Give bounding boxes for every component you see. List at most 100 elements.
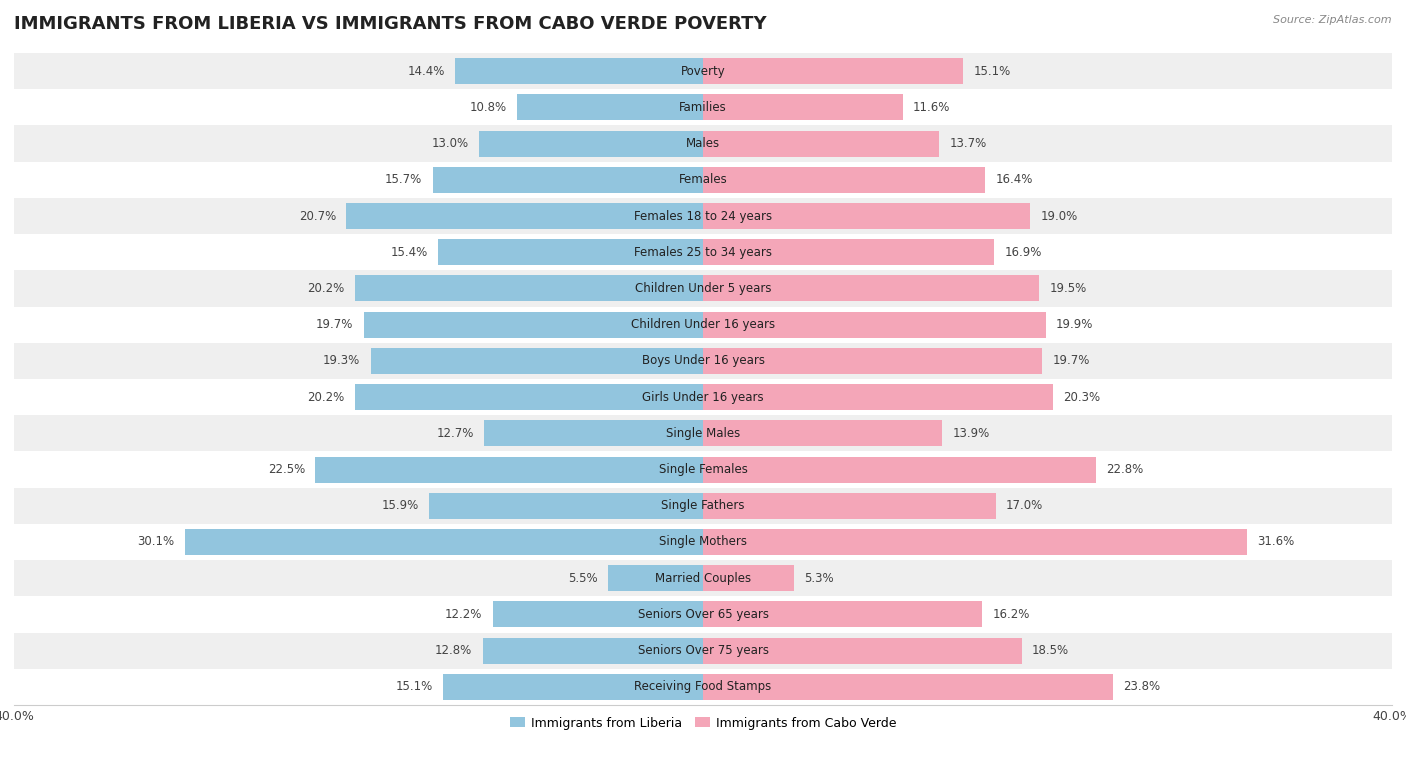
Text: 13.9%: 13.9% <box>953 427 990 440</box>
Bar <box>703 348 1042 374</box>
Bar <box>703 529 1247 555</box>
Text: Single Males: Single Males <box>666 427 740 440</box>
Text: Children Under 16 years: Children Under 16 years <box>631 318 775 331</box>
Bar <box>14 234 1392 271</box>
Text: Children Under 5 years: Children Under 5 years <box>634 282 772 295</box>
Bar <box>14 560 1392 597</box>
Text: 19.5%: 19.5% <box>1049 282 1087 295</box>
Text: 30.1%: 30.1% <box>138 535 174 549</box>
Text: 11.6%: 11.6% <box>912 101 950 114</box>
Text: 5.5%: 5.5% <box>568 572 598 584</box>
Bar <box>456 58 703 84</box>
Bar <box>14 198 1392 234</box>
Text: 31.6%: 31.6% <box>1257 535 1295 549</box>
Text: 19.9%: 19.9% <box>1056 318 1094 331</box>
Bar <box>356 275 703 302</box>
Bar <box>484 420 703 446</box>
Bar <box>14 53 1392 89</box>
Bar <box>14 343 1392 379</box>
Bar <box>346 203 703 229</box>
Text: Females 25 to 34 years: Females 25 to 34 years <box>634 246 772 258</box>
Bar <box>14 306 1392 343</box>
Text: Boys Under 16 years: Boys Under 16 years <box>641 355 765 368</box>
Bar <box>703 565 794 591</box>
Text: 23.8%: 23.8% <box>1123 681 1160 694</box>
Text: 20.7%: 20.7% <box>299 209 336 223</box>
Bar <box>184 529 703 555</box>
Text: 15.1%: 15.1% <box>973 64 1011 77</box>
Text: Married Couples: Married Couples <box>655 572 751 584</box>
Text: Poverty: Poverty <box>681 64 725 77</box>
Text: 20.3%: 20.3% <box>1063 390 1099 403</box>
Text: 16.9%: 16.9% <box>1004 246 1042 258</box>
Bar <box>482 637 703 664</box>
Text: Families: Families <box>679 101 727 114</box>
Bar <box>703 275 1039 302</box>
Bar <box>517 94 703 121</box>
Text: 19.0%: 19.0% <box>1040 209 1078 223</box>
Bar <box>364 312 703 338</box>
Bar <box>703 674 1114 700</box>
Bar <box>703 203 1031 229</box>
Bar <box>609 565 703 591</box>
Bar <box>703 240 994 265</box>
Text: 16.2%: 16.2% <box>993 608 1029 621</box>
Text: 20.2%: 20.2% <box>308 282 344 295</box>
Bar <box>703 420 942 446</box>
Text: Girls Under 16 years: Girls Under 16 years <box>643 390 763 403</box>
Text: 14.4%: 14.4% <box>408 64 444 77</box>
Bar <box>703 493 995 518</box>
Text: Males: Males <box>686 137 720 150</box>
Text: 19.7%: 19.7% <box>316 318 353 331</box>
Bar <box>703 384 1053 410</box>
Bar <box>14 271 1392 306</box>
Bar <box>14 632 1392 669</box>
Bar <box>703 167 986 193</box>
Text: 19.7%: 19.7% <box>1053 355 1090 368</box>
Text: Females 18 to 24 years: Females 18 to 24 years <box>634 209 772 223</box>
Text: IMMIGRANTS FROM LIBERIA VS IMMIGRANTS FROM CABO VERDE POVERTY: IMMIGRANTS FROM LIBERIA VS IMMIGRANTS FR… <box>14 15 766 33</box>
Text: 17.0%: 17.0% <box>1007 500 1043 512</box>
Text: Seniors Over 75 years: Seniors Over 75 years <box>637 644 769 657</box>
Bar <box>479 130 703 157</box>
Bar <box>433 167 703 193</box>
Text: 15.1%: 15.1% <box>395 681 433 694</box>
Bar <box>315 456 703 483</box>
Bar <box>703 58 963 84</box>
Text: Seniors Over 65 years: Seniors Over 65 years <box>637 608 769 621</box>
Bar <box>356 384 703 410</box>
Bar <box>14 669 1392 705</box>
Text: 15.4%: 15.4% <box>391 246 427 258</box>
Text: 12.7%: 12.7% <box>436 427 474 440</box>
Bar <box>437 240 703 265</box>
Text: 15.9%: 15.9% <box>381 500 419 512</box>
Text: 22.8%: 22.8% <box>1107 463 1143 476</box>
Text: Receiving Food Stamps: Receiving Food Stamps <box>634 681 772 694</box>
Bar <box>371 348 703 374</box>
Text: Single Fathers: Single Fathers <box>661 500 745 512</box>
Bar <box>443 674 703 700</box>
Legend: Immigrants from Liberia, Immigrants from Cabo Verde: Immigrants from Liberia, Immigrants from… <box>505 712 901 735</box>
Text: Single Mothers: Single Mothers <box>659 535 747 549</box>
Bar <box>429 493 703 518</box>
Bar <box>14 89 1392 126</box>
Bar <box>703 94 903 121</box>
Text: 19.3%: 19.3% <box>323 355 360 368</box>
Bar <box>14 415 1392 452</box>
Text: 22.5%: 22.5% <box>269 463 305 476</box>
Text: Source: ZipAtlas.com: Source: ZipAtlas.com <box>1274 15 1392 25</box>
Bar <box>14 126 1392 161</box>
Text: 13.7%: 13.7% <box>949 137 987 150</box>
Text: Females: Females <box>679 174 727 186</box>
Text: 13.0%: 13.0% <box>432 137 468 150</box>
Bar <box>494 601 703 628</box>
Text: 10.8%: 10.8% <box>470 101 506 114</box>
Text: 18.5%: 18.5% <box>1032 644 1069 657</box>
Bar <box>14 487 1392 524</box>
Bar <box>703 312 1046 338</box>
Bar <box>703 601 981 628</box>
Bar <box>14 379 1392 415</box>
Text: 12.2%: 12.2% <box>446 608 482 621</box>
Text: 12.8%: 12.8% <box>434 644 472 657</box>
Bar <box>14 452 1392 487</box>
